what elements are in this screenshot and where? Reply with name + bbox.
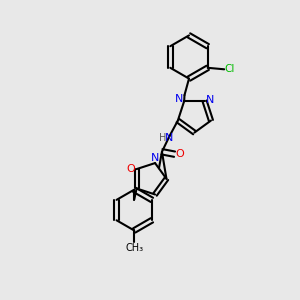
Text: Cl: Cl [224, 64, 235, 74]
Text: N: N [151, 153, 159, 163]
Text: CH₃: CH₃ [125, 244, 143, 254]
Text: O: O [176, 149, 184, 159]
Text: H: H [159, 133, 167, 143]
Text: N: N [175, 94, 183, 104]
Text: N: N [165, 133, 173, 143]
Text: O: O [127, 164, 136, 174]
Text: N: N [206, 94, 214, 105]
